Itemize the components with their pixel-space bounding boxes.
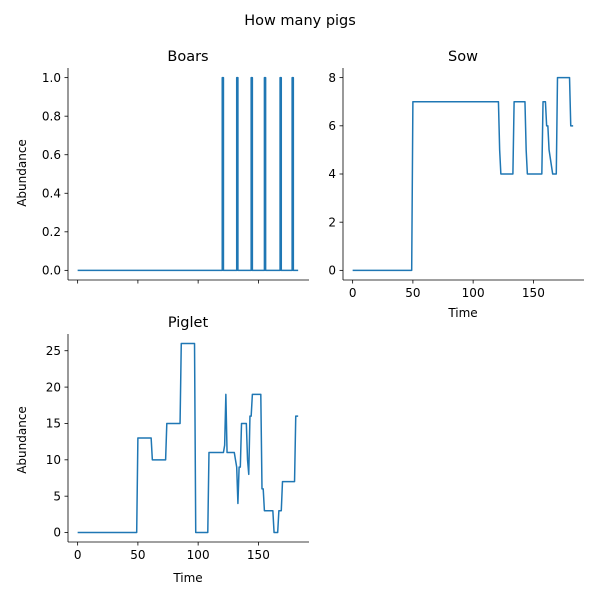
y-tick-label-piglet: 20 bbox=[46, 380, 61, 394]
y-tick-label-sow: 8 bbox=[328, 71, 336, 85]
y-tick-label-sow: 2 bbox=[328, 215, 336, 229]
x-axis-label-sow: Time bbox=[447, 306, 477, 320]
y-tick-label-piglet: 10 bbox=[46, 453, 61, 467]
y-tick-label-boars: 1.0 bbox=[42, 71, 61, 85]
y-axis-label-boars: Abundance bbox=[15, 139, 29, 207]
plot-area-piglet: 0 5 10 15 20 25 0 50 100 150 bbox=[46, 334, 309, 562]
y-axis-label-piglet: Abundance bbox=[15, 406, 29, 474]
series-line-sow bbox=[352, 76, 574, 272]
series-line-boars bbox=[77, 76, 299, 272]
y-tick-label-boars: 0.2 bbox=[42, 225, 61, 239]
x-tick-label-piglet: 0 bbox=[74, 548, 82, 562]
panel-title-sow: Sow bbox=[448, 49, 478, 65]
y-tick-label-piglet: 5 bbox=[53, 489, 61, 503]
x-tick-label-piglet: 100 bbox=[187, 548, 210, 562]
x-tick-label-piglet: 50 bbox=[130, 548, 145, 562]
plot-area-sow: 0 2 4 6 8 0 50 100 150 bbox=[328, 68, 584, 300]
x-tick-label-sow: 0 bbox=[349, 286, 357, 300]
y-tick-label-boars: 0.6 bbox=[42, 148, 61, 162]
y-tick-label-piglet: 25 bbox=[46, 344, 61, 358]
y-tick-label-sow: 0 bbox=[328, 264, 336, 278]
y-tick-label-boars: 0.8 bbox=[42, 109, 61, 123]
y-tick-label-boars: 0.4 bbox=[42, 186, 61, 200]
x-tick-label-sow: 100 bbox=[462, 286, 485, 300]
y-tick-label-piglet: 0 bbox=[53, 526, 61, 540]
figure-title: How many pigs bbox=[244, 13, 356, 29]
panel-boars: Boars Abundance 0.0 0.2 0.4 0.6 0.8 1.0 bbox=[15, 49, 309, 284]
x-tick-label-sow: 150 bbox=[522, 286, 545, 300]
series-line-piglet bbox=[77, 342, 299, 534]
panel-title-boars: Boars bbox=[167, 49, 208, 65]
panel-title-piglet: Piglet bbox=[168, 315, 209, 331]
y-tick-label-sow: 6 bbox=[328, 119, 336, 133]
panel-sow: Sow Time 0 2 4 6 8 0 50 100 150 bbox=[328, 49, 584, 320]
x-axis-label-piglet: Time bbox=[172, 571, 202, 585]
x-tick-label-sow: 50 bbox=[405, 286, 420, 300]
panel-piglet: Piglet Abundance Time 0 5 10 15 20 25 0 50 100 15… bbox=[15, 315, 309, 585]
x-tick-label-piglet: 150 bbox=[247, 548, 270, 562]
plot-area-boars: 0.0 0.2 0.4 0.6 0.8 1.0 bbox=[42, 68, 309, 284]
y-tick-label-piglet: 15 bbox=[46, 417, 61, 431]
y-tick-label-sow: 4 bbox=[328, 167, 336, 181]
y-tick-label-boars: 0.0 bbox=[42, 264, 61, 278]
